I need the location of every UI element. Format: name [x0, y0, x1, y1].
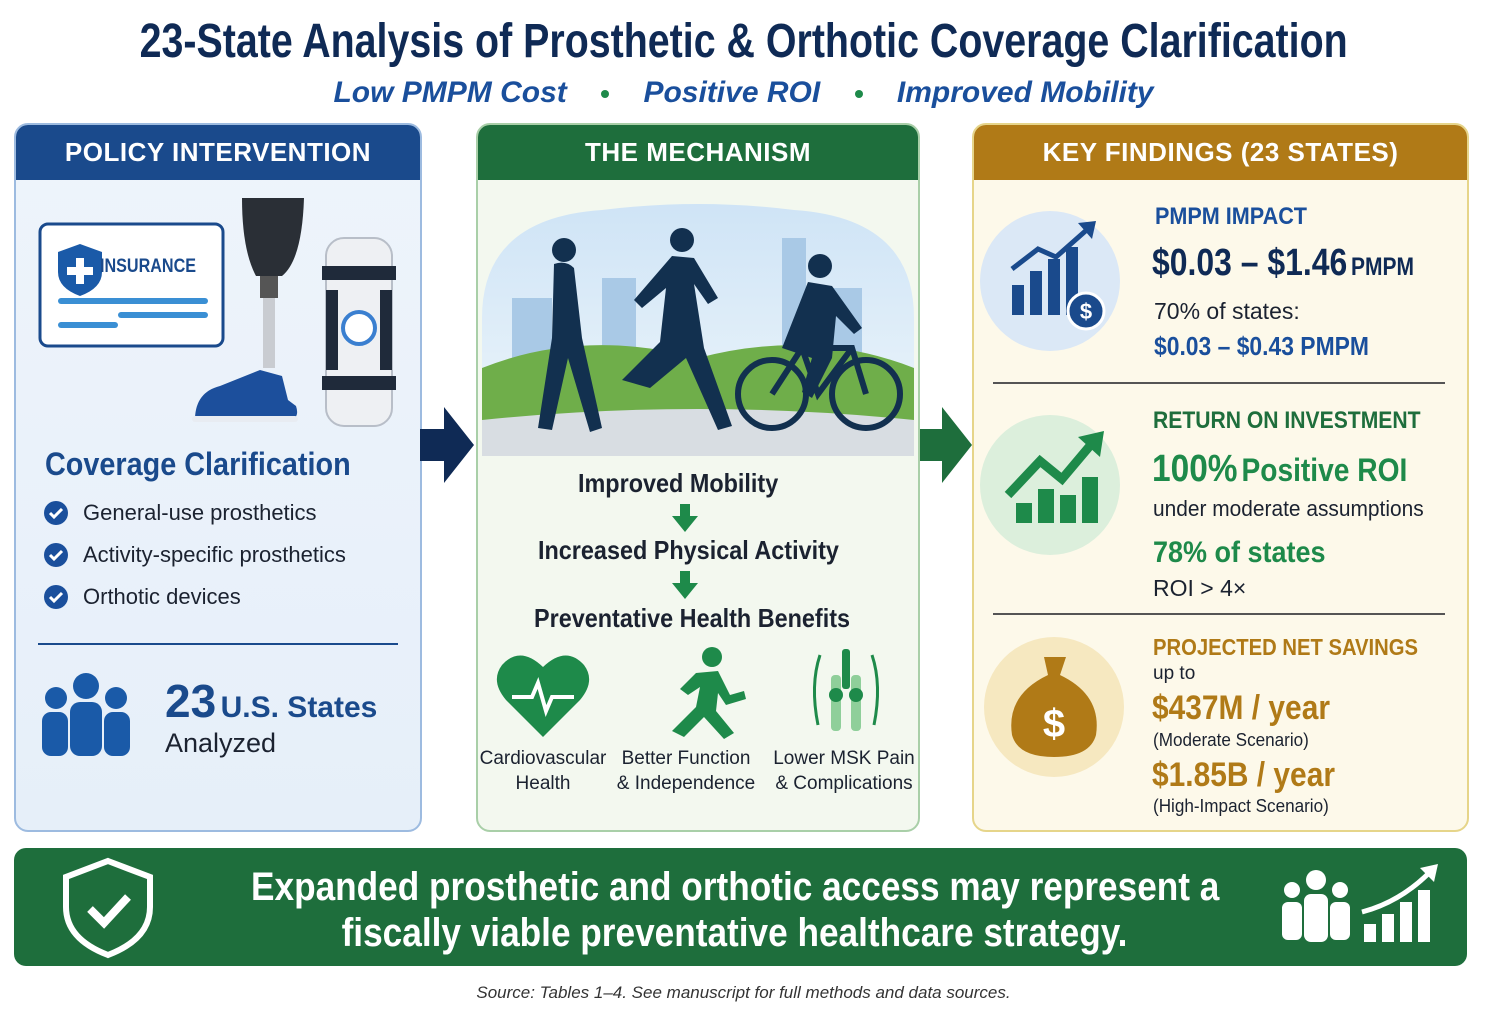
stat-number: 23 [165, 675, 217, 727]
pmpm-range-line: $0.03 – $1.46 PMPM [1152, 242, 1414, 285]
benefit-label: Lower MSK Pain & Complications [766, 746, 922, 796]
conclusion-text: Expanded prosthetic and orthotic access … [180, 864, 1290, 956]
bullet [854, 90, 863, 99]
panel-header: POLICY INTERVENTION [16, 125, 420, 180]
title: 23-State Analysis of Prosthetic & Orthot… [139, 15, 1348, 68]
header-text: POLICY INTERVENTION [64, 137, 372, 167]
header-text: THE MECHANISM [584, 137, 812, 167]
panel-header: KEY FINDINGS (23 STATES) [974, 125, 1467, 180]
savings-moderate-note: (Moderate Scenario) [1153, 730, 1309, 750]
pmpm-subrange: $0.03 – $0.43 PMPM [1154, 331, 1369, 361]
activity-scene [482, 204, 914, 456]
source-note: Source: Tables 1–4. See manuscript for f… [476, 983, 1011, 1002]
conclusion-line: fiscally viable preventative healthcare … [342, 911, 1128, 955]
growth-icon [1282, 864, 1438, 942]
finding-label: RETURN ON INVESTMENT [1153, 407, 1421, 434]
svg-text:$: $ [1043, 702, 1065, 746]
savings-high-note: (High-Impact Scenario) [1153, 796, 1329, 816]
pmpm-note: 70% of states: [1154, 298, 1300, 324]
people-icon [42, 673, 130, 756]
panel-header: THE MECHANISM [478, 125, 918, 180]
pmpm-unit: PMPM [1350, 253, 1414, 281]
roi-states: 78% of states [1153, 536, 1326, 569]
bullet [601, 90, 610, 99]
mechanism-step: Improved Mobility [578, 468, 779, 498]
divider [38, 643, 398, 645]
divider [993, 382, 1445, 384]
svg-text:$: $ [1080, 299, 1092, 324]
roi-threshold: ROI > 4× [1153, 575, 1247, 601]
roi-note: under moderate assumptions [1153, 496, 1424, 521]
stat-unit: U.S. States [220, 691, 378, 724]
benefit-label: Better Function & Independence [608, 746, 764, 796]
card-label: INSURANCE [100, 256, 197, 277]
benefit-line: Lower MSK Pain [773, 748, 915, 769]
stat-line: 23 U.S. States [165, 674, 377, 728]
finding-label: PMPM IMPACT [1155, 203, 1308, 230]
policy-illustration [38, 198, 396, 427]
subtitle-item: Positive ROI [643, 76, 821, 109]
benefit-label: Cardiovascular Health [470, 746, 616, 796]
benefit-icons [496, 647, 880, 739]
benefit-line: Cardiovascular [479, 748, 607, 769]
savings-high: $1.85B / year [1152, 756, 1335, 794]
roi-headline: Positive ROI [1241, 452, 1408, 488]
benefit-line: Health [515, 773, 571, 794]
roi-share: 100% [1152, 448, 1238, 490]
check-icons [44, 501, 68, 609]
coverage-item: Activity-specific prosthetics [83, 542, 346, 567]
conclusion-banner [14, 848, 1467, 966]
benefit-line: Better Function [621, 748, 751, 769]
finding-label: PROJECTED NET SAVINGS [1153, 634, 1419, 660]
roi-headline-line: 100% Positive ROI [1152, 448, 1407, 491]
divider [993, 613, 1445, 615]
coverage-heading: Coverage Clarification [45, 446, 351, 482]
coverage-item: Orthotic devices [83, 584, 241, 609]
subtitle: Low PMPM Cost Positive ROI Improved Mobi… [0, 76, 1487, 110]
savings-moderate: $437M / year [1152, 689, 1330, 727]
down-arrow [672, 571, 698, 599]
mechanism-step: Increased Physical Activity [538, 535, 839, 565]
pmpm-range: $0.03 – $1.46 [1152, 242, 1348, 284]
arrow [420, 407, 474, 483]
title-wrap: 23-State Analysis of Prosthetic & Orthot… [0, 14, 1487, 69]
benefit-line: & Complications [775, 773, 913, 794]
stat-caption: Analyzed [165, 728, 277, 758]
shield-icon [63, 857, 153, 959]
coverage-item: General-use prosthetics [83, 500, 317, 525]
finding-icons: $ $ [980, 211, 1124, 777]
benefit-line: & Independence [616, 773, 756, 794]
savings-prefix: up to [1153, 663, 1196, 684]
subtitle-item: Improved Mobility [896, 76, 1154, 109]
arrow [918, 407, 972, 483]
mechanism-step: Preventative Health Benefits [534, 603, 851, 633]
subtitle-item: Low PMPM Cost [333, 76, 567, 109]
header-text: KEY FINDINGS (23 STATES) [1042, 137, 1399, 167]
down-arrow [672, 504, 698, 532]
conclusion-line: Expanded prosthetic and orthotic access … [250, 865, 1220, 909]
